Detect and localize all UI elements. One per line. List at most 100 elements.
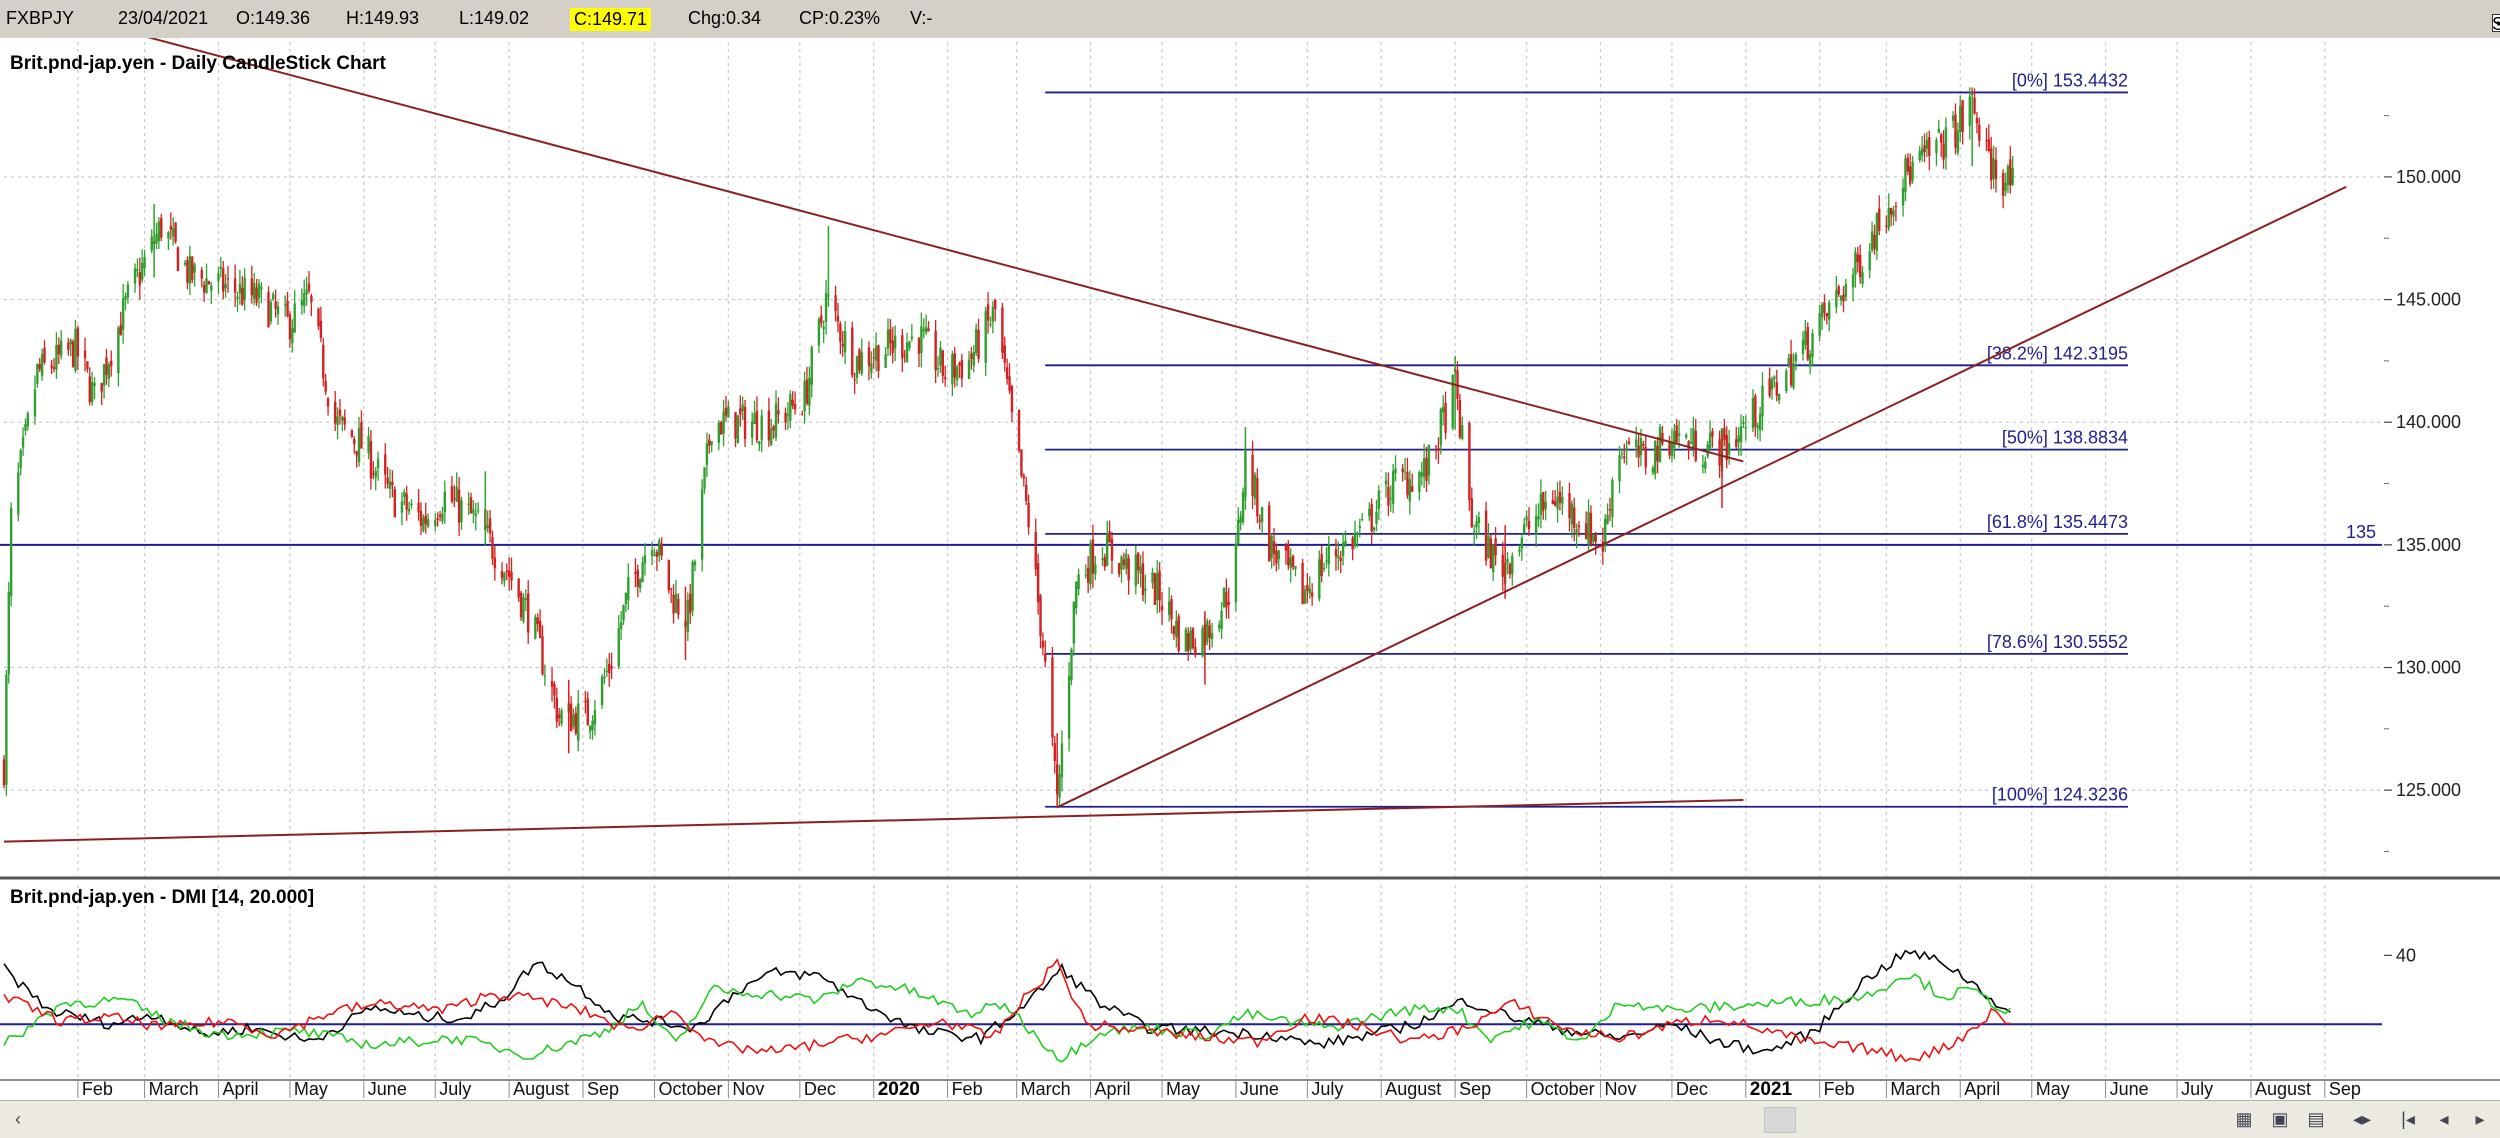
candle-body (1861, 272, 1864, 284)
candle-body (1658, 426, 1662, 462)
scroll-left-icon[interactable]: ◂ (2439, 1109, 2449, 1129)
candle-body (1670, 442, 1674, 457)
time-axis-label: 2021 (1750, 1079, 1793, 1100)
candle-body (920, 326, 923, 354)
time-axis-label: Feb (952, 1079, 983, 1099)
time-axis-label: July (1311, 1079, 1343, 1099)
candle-body (1751, 398, 1755, 429)
candle-body (133, 268, 137, 284)
candle-body (1058, 774, 1061, 798)
zoom-icon[interactable]: ▣ (2271, 1109, 2289, 1129)
candle-body (886, 329, 890, 349)
candle-body (1008, 376, 1011, 391)
candle-body (867, 347, 871, 366)
candle-body (1520, 537, 1524, 549)
dmi-series-line (3, 973, 2011, 1063)
candle-body (1108, 531, 1111, 543)
candle-body (760, 415, 763, 440)
candle-body (710, 441, 713, 445)
candle-body (472, 509, 475, 514)
candle-body (243, 277, 246, 301)
candle-body (9, 507, 13, 596)
candle-body (1525, 516, 1528, 521)
time-axis-label: Sep (587, 1079, 619, 1099)
candle-body (183, 262, 187, 265)
candle-body (1987, 139, 1991, 151)
candle-body (1320, 554, 1323, 576)
chart-icon[interactable]: ▦ (2235, 1109, 2253, 1129)
candle-body (789, 394, 792, 421)
candle-body (572, 714, 575, 727)
candle-body (1706, 444, 1709, 457)
candle-body (86, 361, 89, 370)
candle-body (7, 592, 10, 675)
candle-body (1673, 430, 1676, 448)
candle-body (488, 518, 492, 534)
candle-body (1527, 520, 1531, 530)
candle-body (527, 593, 530, 633)
candle-body (355, 450, 358, 456)
candle-body (1735, 439, 1738, 448)
go-start-icon[interactable]: |◂ (2401, 1109, 2415, 1129)
candle-body (889, 329, 892, 344)
candle-body (1408, 479, 1412, 502)
candle-body (1742, 422, 1745, 424)
candle-body (1005, 367, 1009, 380)
candle-body (426, 519, 430, 527)
open-value: O:149.36 (236, 8, 311, 28)
scroll-right-icon[interactable]: ▸ (2475, 1109, 2485, 1129)
time-axis: Feb March April May June July August Sep October… (0, 1079, 2500, 1100)
candle-body (222, 268, 225, 292)
candle-body (653, 554, 656, 556)
candle-body (536, 617, 539, 625)
candle-body (1990, 148, 1993, 181)
candle-body (1739, 426, 1743, 443)
chart-area[interactable]: 125.000 130.000 135.000 140.000 145.000 150.0… (0, 38, 2500, 1100)
candle-body (1072, 601, 1076, 644)
price-pane-background (0, 38, 2500, 878)
candle-body (817, 318, 821, 346)
candle-body (1425, 457, 1428, 481)
candle-body (500, 571, 504, 579)
price-tick-label: 150.000 (2396, 167, 2461, 187)
candle-body (1439, 409, 1443, 446)
candle-body (2009, 159, 2012, 186)
time-axis-label: October (1531, 1079, 1595, 1099)
pan-left-right-icon[interactable]: ◂▸ (2352, 1109, 2372, 1129)
candle-body (1920, 148, 1924, 156)
save-icon[interactable]: ▤ (2307, 1109, 2325, 1129)
candle-body (1928, 137, 1931, 156)
candle-body (1206, 621, 1209, 643)
time-axis-label: May (294, 1079, 328, 1099)
candle-body (102, 364, 106, 386)
scroll-bar[interactable]: ‹ ▦ ▣ ▤ ◂▸ |◂ ◂ ▸ (0, 1100, 2500, 1138)
candle-body (1827, 302, 1831, 320)
candle-body (741, 404, 744, 412)
candle-body (176, 247, 180, 272)
candle-body (1089, 542, 1092, 585)
candle-body (534, 616, 537, 639)
candle-body (903, 354, 906, 356)
candle-body (1978, 124, 1981, 141)
candle-body (1227, 601, 1230, 605)
candle-body (519, 592, 523, 618)
candle-body (1322, 567, 1326, 570)
candle-body (1654, 440, 1657, 475)
candle-body (1687, 441, 1690, 451)
candle-body (1789, 354, 1793, 385)
candle-body (970, 353, 973, 359)
candle-body (1218, 624, 1221, 629)
scroll-left-arrow-icon[interactable]: ‹ (15, 1109, 21, 1129)
dmi-pane-background (0, 880, 2500, 1080)
checkbox-check-icon[interactable]: ✔ (2492, 14, 2500, 32)
candle-body (174, 222, 177, 242)
scroll-thumb[interactable] (1764, 1107, 1796, 1133)
time-axis-label: Nov (732, 1079, 764, 1099)
candle-body (1194, 647, 1197, 656)
candle-body (1959, 105, 1962, 133)
candle-body (391, 481, 394, 486)
candle-body (674, 593, 678, 613)
candle-body (384, 454, 387, 475)
candle-body (736, 415, 740, 444)
candle-body (801, 414, 804, 416)
